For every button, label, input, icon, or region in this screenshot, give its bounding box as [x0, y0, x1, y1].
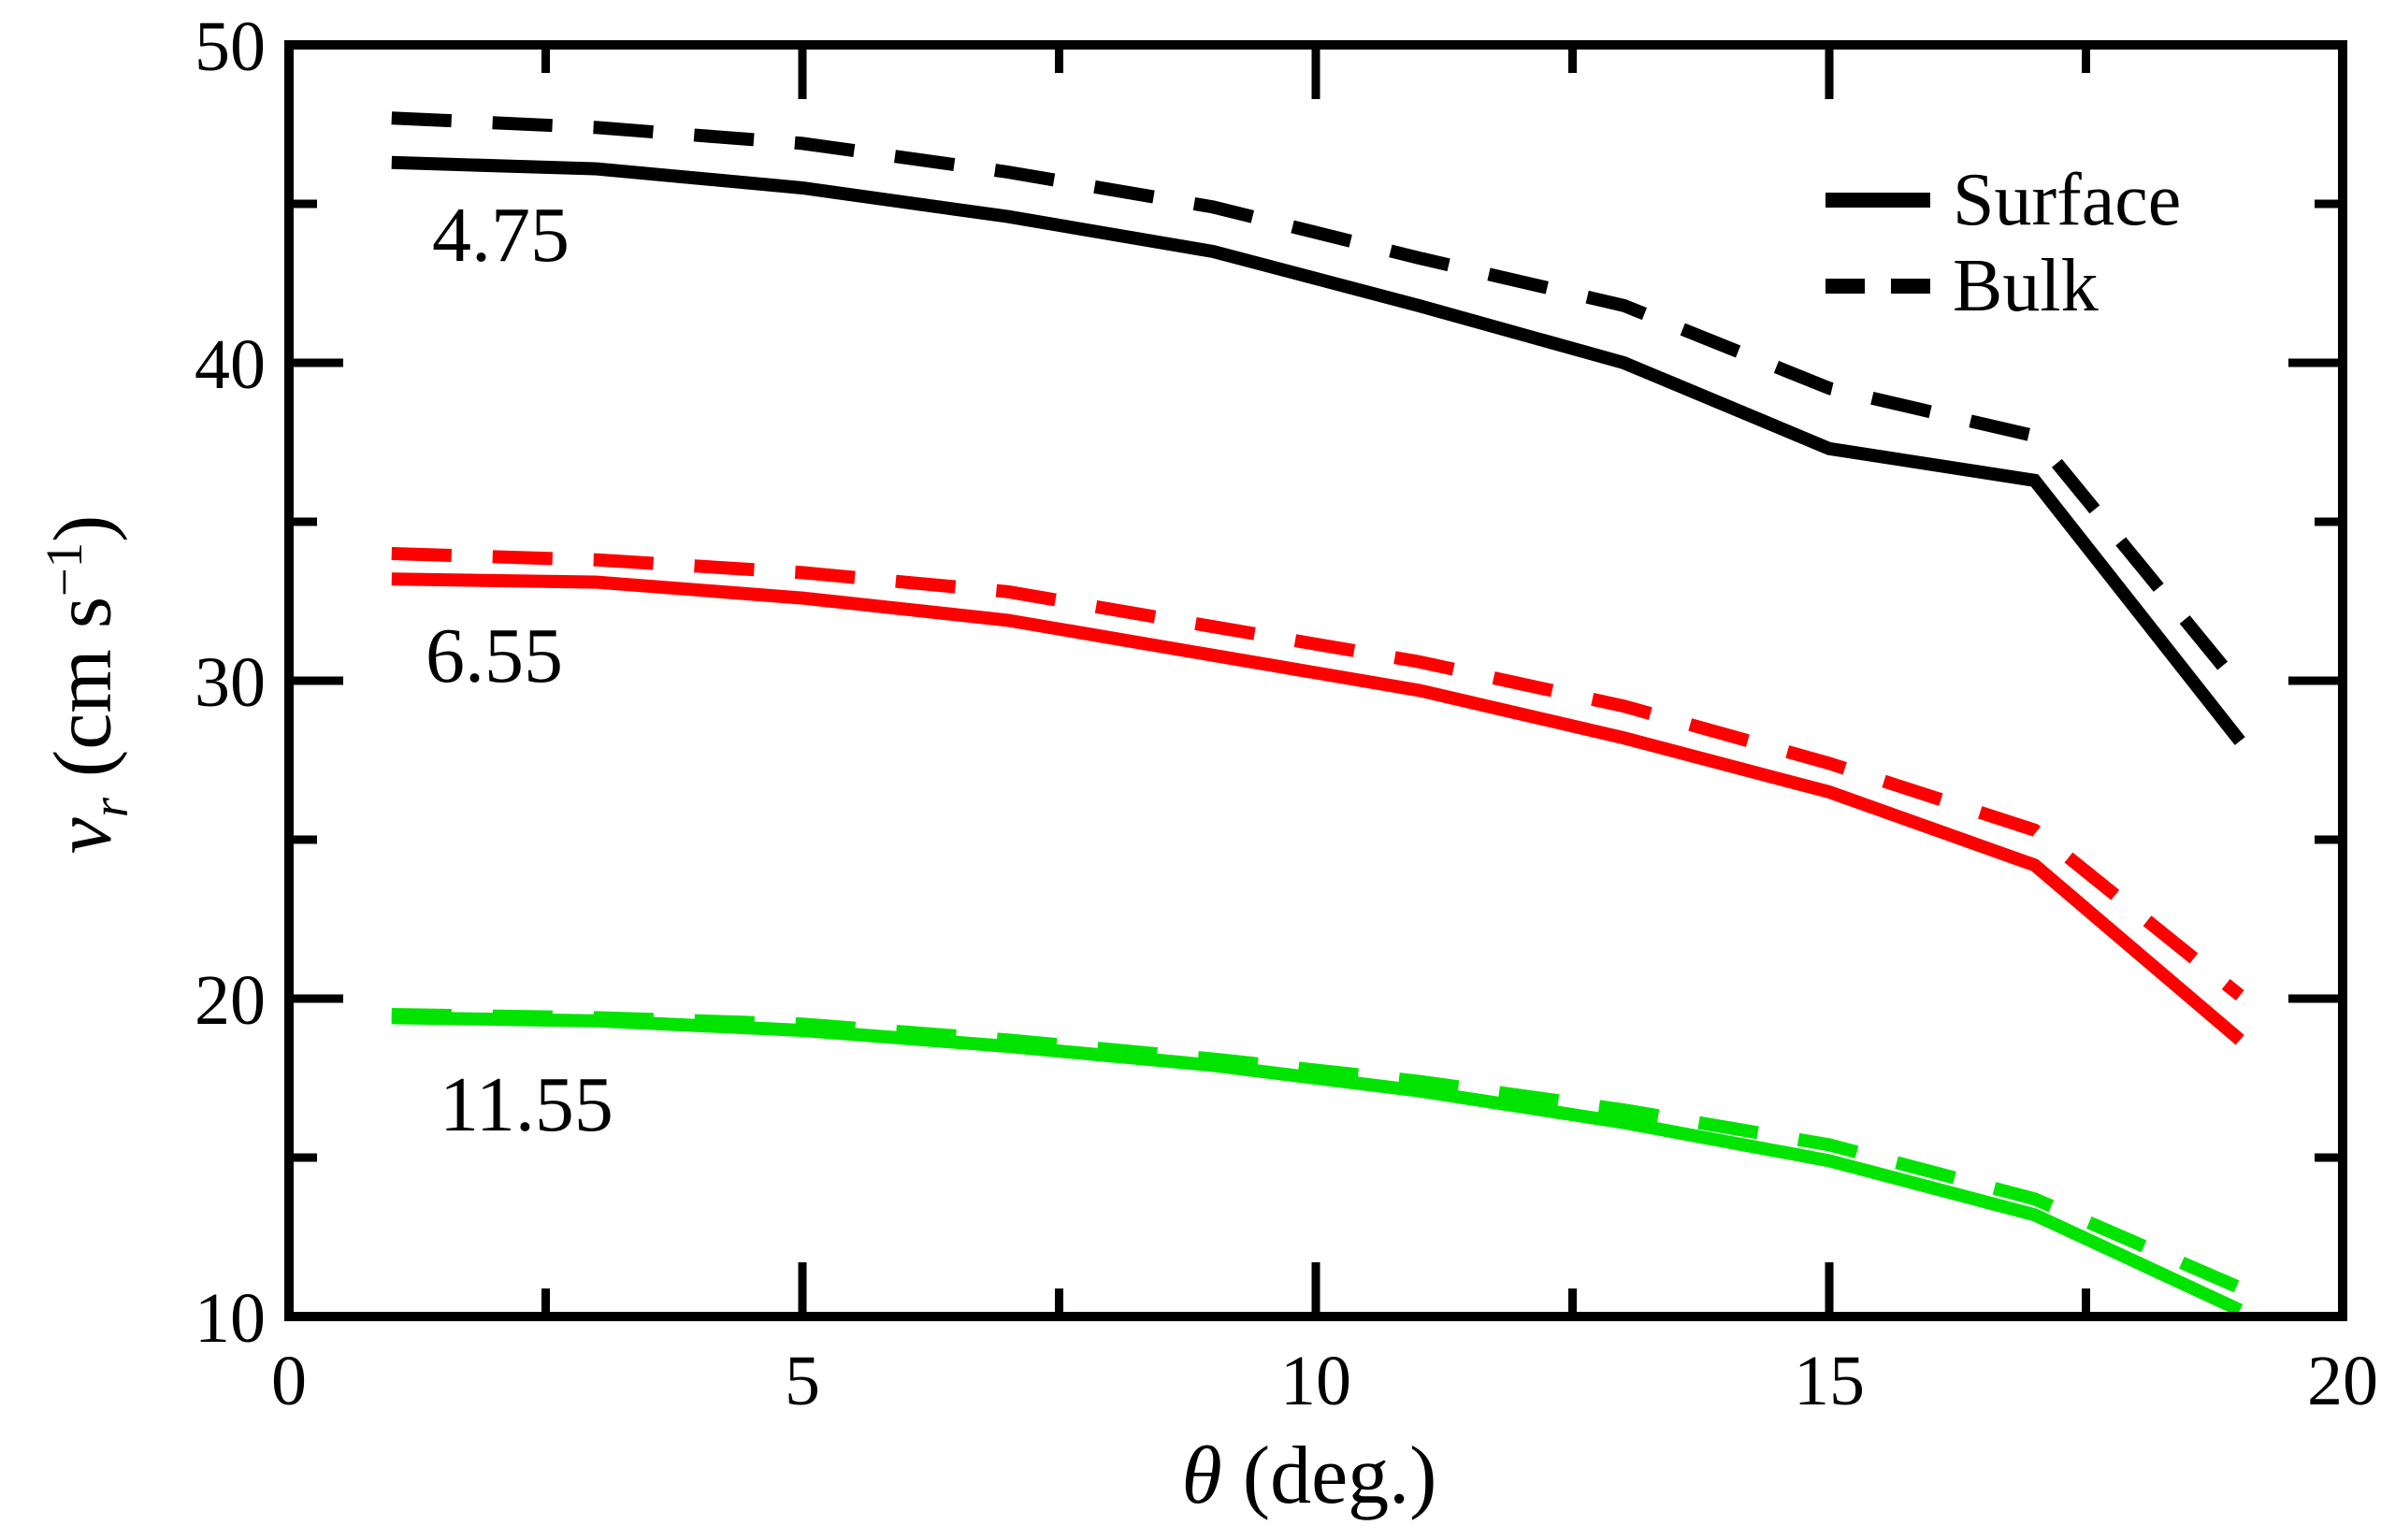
- x-tick-label: 20: [2307, 1342, 2378, 1420]
- x-tick-label: 10: [1280, 1342, 1351, 1420]
- y-axis-label-units-close: ): [37, 514, 129, 542]
- legend-solid-line-icon: [1825, 193, 1930, 208]
- legend-label-surface: Surface: [1953, 159, 2182, 241]
- y-axis-label-units-open: (cm s: [37, 597, 129, 799]
- y-tick-label: 30: [195, 643, 266, 722]
- curve-label-11.55: 11.55: [440, 1061, 613, 1148]
- curve-label-6.55: 6.55: [426, 612, 563, 699]
- curve-label-4.75: 4.75: [432, 192, 570, 279]
- legend-item-surface: Surface: [1825, 157, 2181, 243]
- y-tick-label: 10: [195, 1279, 266, 1358]
- y-axis-label: vr (cm s−1): [35, 353, 147, 1016]
- legend-dashed-line-icon: [1825, 279, 1930, 294]
- y-tick-label: 40: [195, 325, 266, 404]
- series-line-4.75-bulk: [391, 111, 2245, 692]
- y-tick-label: 50: [195, 7, 266, 86]
- legend-item-bulk: Bulk: [1825, 243, 2181, 329]
- x-tick-label: 15: [1794, 1342, 1865, 1420]
- legend: Surface Bulk: [1825, 157, 2181, 329]
- y-axis-label-v: v: [37, 817, 129, 855]
- y-tick-label: 20: [195, 961, 266, 1040]
- series-line-11.55-bulk: [391, 1008, 2243, 1294]
- y-axis-label-exponent: −1: [36, 541, 93, 597]
- series-line-4.75-surface: [391, 155, 2245, 745]
- y-axis-label-sub-r: r: [80, 798, 138, 818]
- series-line-6.55-surface: [391, 572, 2244, 1045]
- x-tick-label: 5: [785, 1342, 820, 1420]
- x-tick-label: 0: [271, 1342, 307, 1420]
- x-axis-label: θ (deg.): [1029, 1429, 1590, 1523]
- x-axis-label-theta: θ: [1181, 1431, 1222, 1521]
- legend-label-bulk: Bulk: [1953, 245, 2099, 327]
- series-line-6.55-bulk: [391, 547, 2244, 1001]
- x-axis-label-units: (deg.): [1221, 1431, 1437, 1521]
